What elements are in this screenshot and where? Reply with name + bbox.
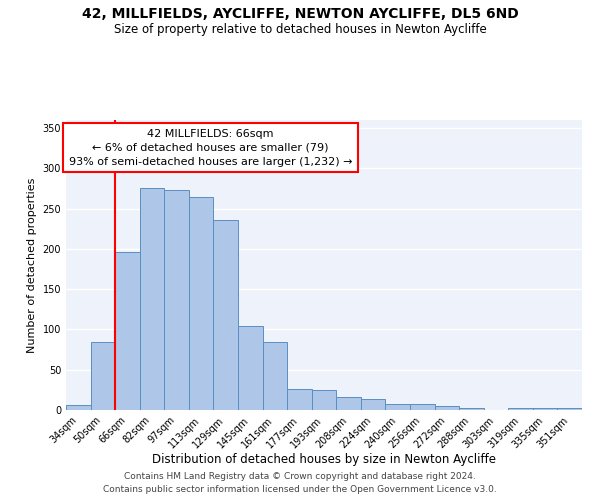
Bar <box>361 398 385 410</box>
Text: Contains HM Land Registry data © Crown copyright and database right 2024.: Contains HM Land Registry data © Crown c… <box>124 472 476 481</box>
Bar <box>385 404 410 410</box>
Bar <box>214 220 238 410</box>
Bar <box>312 390 336 410</box>
Text: 42 MILLFIELDS: 66sqm
← 6% of detached houses are smaller (79)
93% of semi-detach: 42 MILLFIELDS: 66sqm ← 6% of detached ho… <box>69 128 352 166</box>
Bar <box>557 408 582 410</box>
Bar <box>66 405 91 410</box>
Bar <box>434 406 459 410</box>
Bar <box>263 342 287 410</box>
Bar <box>533 408 557 410</box>
Bar <box>459 408 484 410</box>
Bar <box>91 342 115 410</box>
Bar <box>336 397 361 410</box>
Text: 42, MILLFIELDS, AYCLIFFE, NEWTON AYCLIFFE, DL5 6ND: 42, MILLFIELDS, AYCLIFFE, NEWTON AYCLIFF… <box>82 8 518 22</box>
Bar <box>164 190 189 410</box>
Bar <box>115 252 140 410</box>
Bar <box>140 188 164 410</box>
Text: Size of property relative to detached houses in Newton Aycliffe: Size of property relative to detached ho… <box>113 22 487 36</box>
Text: Distribution of detached houses by size in Newton Aycliffe: Distribution of detached houses by size … <box>152 452 496 466</box>
Text: Contains public sector information licensed under the Open Government Licence v3: Contains public sector information licen… <box>103 485 497 494</box>
Bar <box>189 196 214 410</box>
Y-axis label: Number of detached properties: Number of detached properties <box>27 178 37 352</box>
Bar <box>410 404 434 410</box>
Bar <box>287 389 312 410</box>
Bar <box>238 326 263 410</box>
Bar <box>508 408 533 410</box>
